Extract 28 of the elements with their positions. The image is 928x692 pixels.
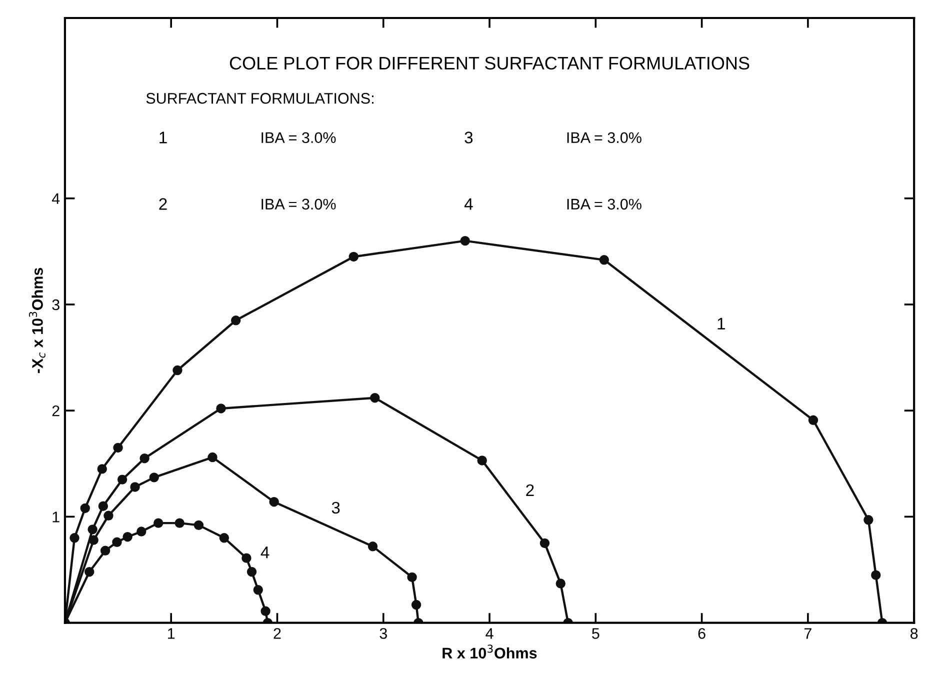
y-tick-label: 4 [52, 193, 60, 204]
x-tick-label: 2 [274, 628, 281, 639]
annotation: IBA = 3.0% [262, 132, 336, 144]
annotation: SURFACTANT FORMULATIONS: [146, 92, 374, 104]
x-tick-label: 6 [698, 628, 706, 639]
x-tick-label: 5 [592, 628, 600, 639]
series-label: 1 [718, 318, 725, 330]
annotation: IBA = 3.0% [567, 198, 642, 210]
text: COLE PLOT FOR DIFFERENT SURFACTANT FORMULATIONS [230, 56, 750, 70]
y-tick-label: 2 [52, 405, 60, 416]
y-tick-label: 3 [52, 299, 60, 310]
x-tick-label: 4 [486, 628, 494, 639]
y-tick-label: 1 [52, 512, 60, 522]
annotation: 4 [464, 198, 473, 210]
annotation: IBA = 3.0% [567, 132, 642, 144]
annotation: 3 [464, 132, 473, 144]
series-label: 3 [332, 502, 340, 514]
x-tick-label: 8 [910, 628, 918, 639]
x-tick-label: 7 [804, 628, 812, 639]
series-label: 4 [260, 546, 270, 558]
annotation: IBA = 3.0% [262, 198, 336, 210]
annotation: 2 [159, 198, 167, 210]
x-axis-title: R x 10$^{3}$Ohms [442, 644, 537, 659]
x-tick-label: 3 [380, 628, 387, 639]
series-label: 2 [526, 484, 534, 496]
annotation: 1 [160, 132, 167, 144]
y-axis-title: -X$_{c}$ x 10$^{3}$Ohms [28, 268, 46, 374]
x-tick-label: 1 [168, 628, 175, 639]
